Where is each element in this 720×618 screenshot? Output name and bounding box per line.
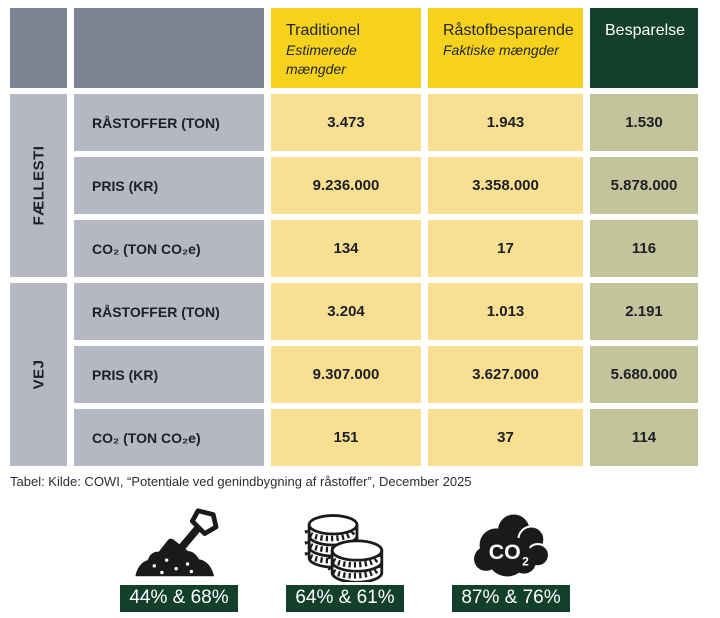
co2-cloud-icon: CO 2	[464, 506, 558, 582]
table-cell: 116	[590, 220, 698, 277]
svg-text:2: 2	[522, 554, 529, 568]
column-title: Traditionel	[286, 22, 361, 39]
column-header-raastofbesparende: Råstofbesparende Faktiske mængder	[428, 8, 583, 88]
column-title: Råstofbesparende	[443, 22, 574, 39]
table-cell: 3.204	[271, 283, 421, 340]
table-cell: 1.013	[428, 283, 583, 340]
table-source-caption: Tabel: Kilde: COWI, “Potentiale ved geni…	[10, 474, 472, 489]
table-cell: 1.530	[590, 94, 698, 151]
table-cell: 9.236.000	[271, 157, 421, 214]
table-cell: 17	[428, 220, 583, 277]
coins-icon	[299, 506, 391, 582]
materials-savings-table: Traditionel Estimerede mængder Råstofbes…	[10, 8, 698, 466]
stat-raastoffer: 44% & 68%	[96, 506, 262, 612]
table-cell: 114	[590, 409, 698, 466]
table-cell: 3.473	[271, 94, 421, 151]
row-group-vej: VEJ	[10, 283, 67, 466]
shovel-dirt-icon	[129, 506, 229, 582]
header-spacer-group-col	[10, 8, 67, 88]
row-label: RÅSTOFFER (TON)	[74, 94, 264, 151]
column-header-besparelse: Besparelse	[590, 8, 698, 88]
svg-text:CO: CO	[489, 540, 521, 564]
stat-pris: 64% & 61%	[262, 506, 428, 612]
column-header-traditionel: Traditionel Estimerede mængder	[271, 8, 421, 88]
table-cell: 1.943	[428, 94, 583, 151]
row-label: RÅSTOFFER (TON)	[74, 283, 264, 340]
stat-badge: 87% & 76%	[452, 585, 570, 612]
row-label: PRIS (KR)	[74, 346, 264, 403]
row-group-faellesti: FÆLLESTI	[10, 94, 67, 277]
stat-co2: CO 2 87% & 76%	[428, 506, 594, 612]
stat-badge: 44% & 68%	[120, 585, 238, 612]
table-cell: 151	[271, 409, 421, 466]
row-group-label: FÆLLESTI	[30, 145, 48, 226]
table-cell: 2.191	[590, 283, 698, 340]
table-cell: 37	[428, 409, 583, 466]
column-subtitle: Faktiske mængder	[443, 42, 559, 58]
table-cell: 3.627.000	[428, 346, 583, 403]
table-cell: 134	[271, 220, 421, 277]
table-cell: 5.878.000	[590, 157, 698, 214]
column-subtitle: Estimerede mængder	[286, 42, 357, 77]
header-spacer-rowlabel-col	[74, 8, 264, 88]
table-cell: 5.680.000	[590, 346, 698, 403]
table-cell: 3.358.000	[428, 157, 583, 214]
row-label: CO₂ (TON CO₂e)	[74, 220, 264, 277]
row-label: PRIS (KR)	[74, 157, 264, 214]
savings-stats: 44% & 68%	[96, 506, 594, 612]
column-title: Besparelse	[605, 22, 686, 39]
table-cell: 9.307.000	[271, 346, 421, 403]
stat-badge: 64% & 61%	[286, 585, 404, 612]
row-group-label: VEJ	[29, 359, 47, 390]
row-label: CO₂ (TON CO₂e)	[74, 409, 264, 466]
